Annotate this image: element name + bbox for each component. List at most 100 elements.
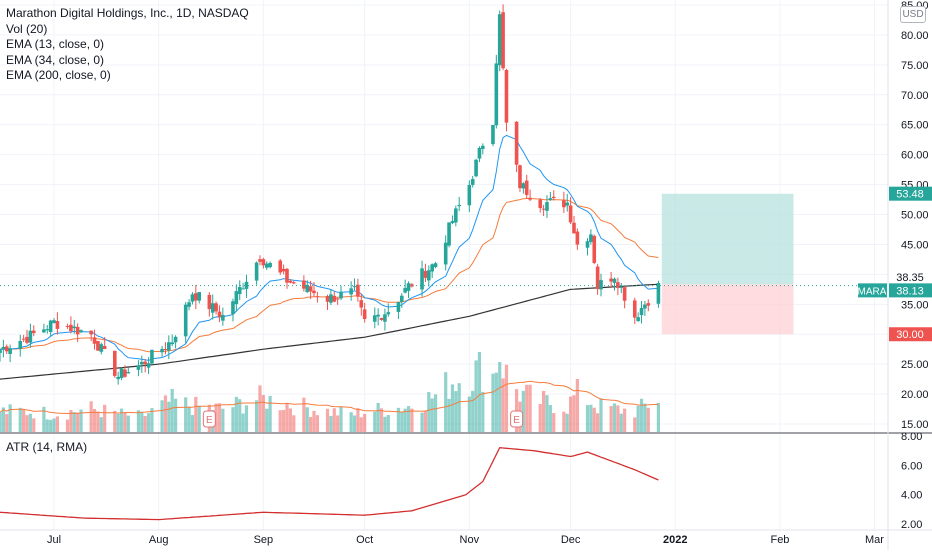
candle-body	[214, 303, 218, 312]
volume-bar	[1, 407, 5, 432]
chart-title: Marathon Digital Holdings, Inc., 1D, NAS…	[6, 6, 249, 20]
candle-body	[467, 184, 472, 206]
volume-bar	[363, 413, 367, 432]
candle-body	[524, 180, 529, 195]
candle-body	[207, 294, 212, 310]
volume-bar	[5, 414, 9, 432]
volume-bar	[525, 384, 529, 432]
volume-bar	[32, 418, 36, 432]
volume-bar	[636, 405, 640, 432]
candle-body	[99, 344, 104, 352]
volume-bar	[49, 419, 53, 432]
candle-body	[562, 200, 566, 208]
candle-body	[254, 262, 259, 281]
legend-ema13: EMA (13, close, 0)	[6, 37, 105, 51]
candle-body	[447, 222, 451, 246]
volume-bar	[633, 417, 637, 432]
candle-body	[244, 281, 249, 289]
volume-bar	[352, 415, 357, 432]
candle-body	[187, 302, 191, 307]
volume-bar	[562, 411, 566, 432]
earnings-marker[interactable]	[202, 410, 216, 428]
time-axis-label: Dec	[561, 534, 581, 546]
volume-bar	[619, 413, 623, 432]
volume-bar	[244, 405, 249, 432]
stop-badge	[889, 327, 932, 342]
atr-axis-label: 6.00	[901, 460, 922, 472]
candle-body	[52, 320, 56, 324]
volume-bar	[376, 402, 380, 432]
candle-body	[528, 197, 532, 200]
candle-body	[21, 338, 26, 340]
candle-body	[173, 336, 178, 343]
volume-bar	[612, 403, 617, 432]
volume-bar	[65, 419, 70, 432]
earnings-marker[interactable]	[510, 410, 524, 428]
atr-legend: ATR (14, RMA)	[6, 440, 88, 454]
candle-body	[386, 312, 391, 315]
candle-body	[427, 270, 431, 281]
candle-body	[221, 314, 225, 321]
candle-body	[116, 376, 120, 380]
volume-bar	[45, 419, 49, 432]
volume-ma-line	[0, 380, 659, 415]
price-axis-label: 45.00	[901, 239, 929, 251]
candle-body	[423, 270, 428, 278]
volume-bar	[292, 415, 296, 432]
price-axis-label: 35.00	[901, 299, 929, 311]
candle-body	[160, 348, 164, 353]
profit-zone[interactable]	[661, 193, 794, 285]
candle-body	[31, 330, 36, 334]
candle-body	[183, 304, 188, 337]
candle-body	[8, 348, 12, 354]
candle-body	[470, 179, 475, 185]
volume-bar	[113, 410, 117, 432]
loss-zone[interactable]	[661, 284, 794, 335]
price-axis-label: 25.00	[901, 359, 929, 371]
volume-bar	[609, 406, 613, 432]
volume-bar	[28, 413, 32, 432]
candle-body	[18, 340, 23, 349]
target-badge-label: 53.48	[896, 189, 924, 201]
volume-bar	[312, 410, 316, 432]
candle-body	[376, 314, 380, 317]
candle-body	[285, 268, 289, 283]
candle-body	[312, 290, 316, 294]
candle-body	[112, 350, 117, 376]
legend-vol: Vol (20)	[6, 21, 48, 36]
candle-body	[481, 145, 485, 149]
candle-body	[48, 320, 53, 333]
volume-bar	[504, 364, 509, 432]
volume-bar	[427, 392, 431, 432]
volume-bar	[255, 400, 259, 432]
volume-bar	[575, 379, 579, 432]
volume-bar	[494, 372, 498, 432]
volume-bar	[278, 410, 282, 432]
volume-bar	[302, 397, 306, 432]
volume-bar	[42, 406, 46, 432]
candle-body	[643, 304, 647, 309]
volume-bar	[150, 408, 154, 432]
candle-body	[163, 349, 168, 351]
volume-bar	[457, 383, 461, 432]
legend-ema200: EMA (200, close, 0)	[6, 68, 111, 82]
volume-bar	[173, 398, 178, 432]
volume-bar	[542, 390, 546, 432]
volume-bar	[498, 362, 502, 432]
volume-bar	[444, 372, 448, 432]
volume-bar	[22, 409, 26, 432]
candle-body	[210, 303, 215, 313]
candle-body	[28, 330, 33, 343]
atr-axis-label: 4.00	[901, 490, 922, 502]
volume-bar	[538, 404, 542, 432]
currency-button[interactable]: USD	[900, 6, 926, 23]
volume-bar	[55, 416, 59, 432]
entry-badge	[889, 270, 932, 285]
candle-body	[102, 345, 107, 350]
candle-body	[362, 309, 367, 320]
candle-body	[632, 300, 637, 318]
volume-bar	[285, 403, 289, 432]
candle-body	[170, 342, 174, 345]
